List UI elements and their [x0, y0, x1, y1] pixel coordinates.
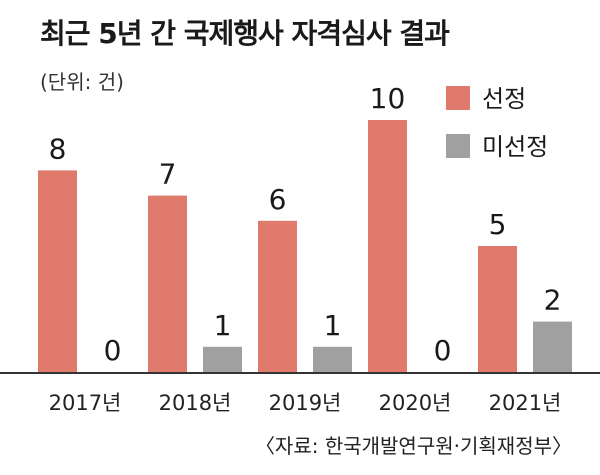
data-label: 6: [269, 183, 287, 216]
bar-selected-2017년: [38, 170, 77, 372]
data-label: 10: [370, 82, 406, 115]
bar-not-selected-2019년: [313, 346, 352, 372]
unit-label: (단위: 건): [40, 70, 124, 94]
x-tick-label: 2020년: [379, 391, 452, 415]
legend-swatch: [446, 86, 470, 110]
source-note: 〈자료: 한국개발연구원·기획재정부〉: [254, 434, 572, 458]
legend-label: 선정: [482, 85, 526, 113]
legend-label: 미선정: [482, 133, 548, 161]
data-label: 7: [159, 158, 177, 191]
chart-title: 최근 5년 간 국제행사 자격심사 결과: [40, 17, 450, 50]
bar-selected-2018년: [148, 195, 187, 372]
bar-not-selected-2021년: [533, 321, 572, 372]
x-tick-label: 2019년: [269, 391, 342, 415]
bar-not-selected-2018년: [203, 346, 242, 372]
x-tick-label: 2018년: [159, 391, 232, 415]
legend-swatch: [446, 134, 470, 158]
data-label: 1: [324, 309, 342, 342]
data-label: 8: [49, 132, 67, 165]
data-label: 0: [104, 334, 122, 367]
x-tick-label: 2021년: [489, 391, 562, 415]
bar-selected-2019년: [258, 220, 297, 372]
data-label: 1: [214, 309, 232, 342]
x-tick-label: 2017년: [49, 391, 122, 415]
data-label: 0: [434, 334, 452, 367]
bar-selected-2020년: [368, 120, 407, 372]
data-label: 2: [544, 284, 562, 317]
data-label: 5: [489, 208, 507, 241]
bar-selected-2021년: [478, 246, 517, 372]
